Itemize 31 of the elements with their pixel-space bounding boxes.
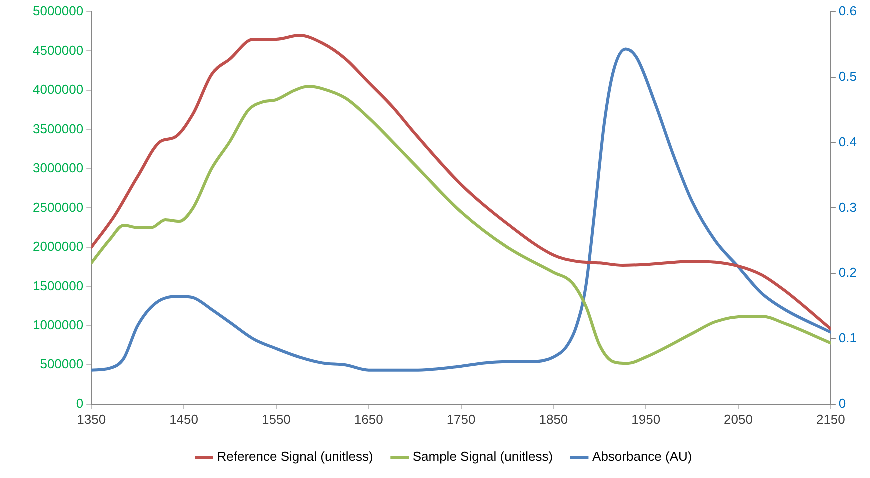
x-tick-label: 2150	[816, 412, 846, 427]
y2-tick-label: 0.2	[838, 265, 858, 280]
y-tick-label: 1000000	[32, 318, 84, 332]
y-tick-label: 3000000	[32, 160, 84, 176]
legend-label: Sample Signal (unitless)	[412, 449, 554, 464]
y-tick-label: 0	[76, 396, 84, 411]
y-tick-label: 5000000	[32, 4, 84, 19]
x-tick-label: 1750	[446, 412, 476, 427]
y2-tick-label: 0.4	[838, 134, 858, 150]
y-tick-label: 1500000	[32, 278, 84, 294]
y2-tick-label: 0.3	[838, 200, 858, 215]
legend-label: Absorbance (AU)	[592, 449, 692, 464]
y-tick-label: 4000000	[32, 82, 84, 98]
x-tick-label: 1450	[170, 412, 198, 427]
y-tick-label: 3500000	[32, 121, 84, 136]
x-tick-label: 1950	[632, 412, 661, 427]
y-tick-label: 2000000	[32, 239, 84, 254]
y-tick-label: 500000	[40, 356, 84, 372]
legend-label: Reference Signal (unitless)	[217, 449, 374, 464]
y2-tick-label: 0.6	[838, 4, 858, 19]
y2-tick-label: 0.5	[838, 68, 858, 84]
line-series	[92, 34, 831, 331]
x-tick-label: 1550	[262, 412, 291, 427]
y2-tick-label: 0.1	[838, 330, 858, 346]
y-tick-label: 4500000	[32, 42, 84, 58]
x-tick-label: 1350	[77, 412, 106, 427]
y2-tick-label: 0	[838, 396, 846, 411]
x-tick-label: 1650	[354, 412, 384, 427]
x-tick-label: 2050	[724, 412, 753, 427]
y-tick-label: 2500000	[32, 200, 84, 215]
x-tick-label: 1850	[539, 412, 568, 427]
